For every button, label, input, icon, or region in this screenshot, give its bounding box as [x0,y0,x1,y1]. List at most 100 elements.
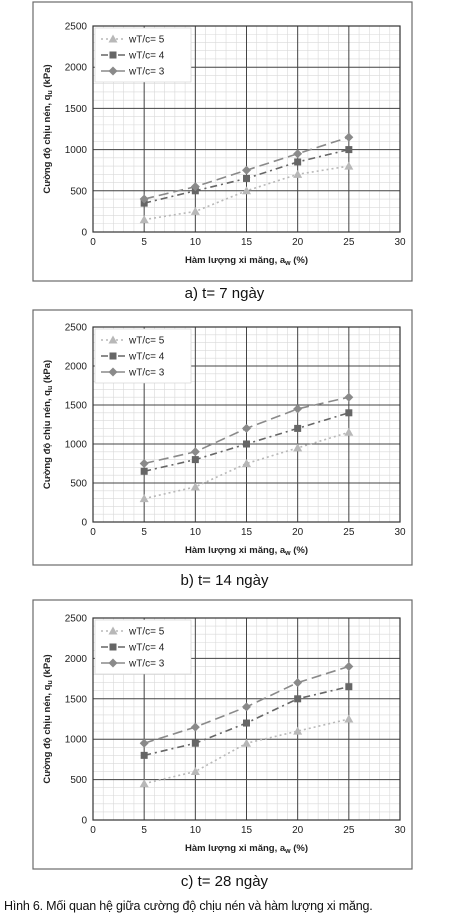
legend-marker [109,51,117,59]
legend-label: wT/c= 5 [128,336,165,347]
legend: wT/c= 5 wT/c= 4 wT/c= 3 [94,27,192,83]
x-tick-label: 25 [343,825,355,836]
data-point [190,182,200,192]
y-axis-label: Cường độ chịu nén, qu (kPa) [42,360,54,489]
data-point [344,427,354,436]
data-point [242,186,251,195]
legend-marker [108,66,118,76]
y-tick-label: 2500 [65,323,88,334]
legend-item: wT/c= 3 [101,367,165,379]
data-point [190,482,200,491]
data-point [344,661,354,671]
x-tick-label: 30 [394,527,406,538]
x-axis-label: Hàm lượng xi măng, aw (%) [185,255,308,267]
data-point [344,161,354,170]
data-point [242,738,251,747]
data-point [243,174,250,182]
legend-label: wT/c= 5 [128,35,165,46]
legend-label: wT/c= 3 [128,67,165,78]
subcaption-14-days: b) t= 14 ngày [180,572,269,589]
x-tick-label: 5 [141,237,147,248]
series-3 [139,132,354,204]
series-1 [139,427,354,503]
data-point [345,409,353,417]
data-point [190,206,200,215]
data-point [190,447,200,457]
legend: wT/c= 5 wT/c= 4 wT/c= 3 [94,619,192,675]
legend-item: wT/c= 3 [101,658,165,670]
x-tick-label: 5 [141,825,147,836]
y-tick-label: 2000 [65,63,88,74]
data-point [139,779,149,788]
legend-marker [109,643,117,651]
y-axis-label: Cường độ chịu nén, qu (kPa) [42,64,54,193]
series-2 [140,409,353,475]
data-point [294,424,302,432]
x-tick-label: 15 [241,237,253,248]
legend-label: wT/c= 3 [128,659,165,670]
data-point [345,683,353,691]
data-point [293,169,303,178]
legend-marker [108,34,118,43]
data-point [344,392,354,402]
x-axis-label: Hàm lượng xi măng, aw (%) [185,843,308,855]
y-tick-label: 1000 [65,145,88,156]
data-point [191,739,199,747]
x-tick-label: 0 [90,825,96,836]
legend-label: wT/c= 3 [128,368,165,379]
legend-item: wT/c= 4 [101,352,165,363]
legend-label: wT/c= 4 [128,352,165,363]
chart-panel-28-days: 0 5 10 15 20 25 30 0 500 1000 1500 2000 2500 Hàm lượn… [0,596,449,896]
x-tick-label: 10 [190,237,202,248]
y-tick-label: 1000 [65,735,88,746]
data-point [242,459,251,467]
legend-marker [108,658,118,668]
data-point [190,767,200,776]
series-line [143,431,350,500]
data-point [140,751,148,759]
x-tick-label: 20 [292,527,304,538]
chart-7-days: 0 5 10 15 20 25 30 0 500 1000 1500 2000 2500 Hàm lượn… [32,1,413,282]
data-point [293,404,303,414]
x-tick-label: 20 [292,825,304,836]
data-point [243,440,250,448]
x-tick-label: 25 [343,527,355,538]
x-tick-label: 25 [343,237,355,248]
legend-label: wT/c= 5 [128,627,165,638]
data-point [139,494,149,503]
data-point [242,423,251,433]
subcaption-7-days: a) t= 7 ngày [184,285,265,302]
y-tick-label: 500 [70,775,87,786]
data-point [190,722,200,732]
data-point [242,165,251,175]
x-tick-label: 15 [241,825,253,836]
data-point [243,719,250,727]
y-tick-label: 2000 [65,654,88,665]
x-tick-label: 30 [394,825,406,836]
data-point [293,149,303,159]
legend-marker [108,367,118,377]
legend: wT/c= 5 wT/c= 4 wT/c= 3 [94,328,192,384]
y-tick-label: 1500 [65,694,88,705]
x-tick-label: 30 [394,237,406,248]
legend-label: wT/c= 4 [128,643,165,654]
series-2 [140,683,353,759]
series-1 [139,714,354,788]
x-tick-label: 0 [90,237,96,248]
data-point [293,443,303,452]
legend-marker [108,626,118,635]
data-point [293,726,303,735]
data-point [293,678,303,688]
x-tick-label: 0 [90,527,96,538]
chart-panel-14-days: 0 5 10 15 20 25 30 0 500 1000 1500 2000 2500 Hàm lượn… [0,300,449,596]
legend-item: wT/c= 3 [101,66,165,78]
legend-item: wT/c= 4 [101,643,165,654]
data-point [294,158,302,166]
x-tick-label: 5 [141,527,147,538]
chart-14-days: 0 5 10 15 20 25 30 0 500 1000 1500 2000 2500 Hàm lượn… [32,309,413,566]
x-axis-label: Hàm lượng xi măng, aw (%) [185,545,308,557]
legend-item: wT/c= 5 [101,335,165,347]
figure-caption: Hình 6. Mối quan hệ giữa cường độ chịu n… [4,899,373,913]
y-tick-label: 1500 [65,401,88,412]
y-axis-label: Cường độ chịu nén, qu (kPa) [42,654,54,783]
